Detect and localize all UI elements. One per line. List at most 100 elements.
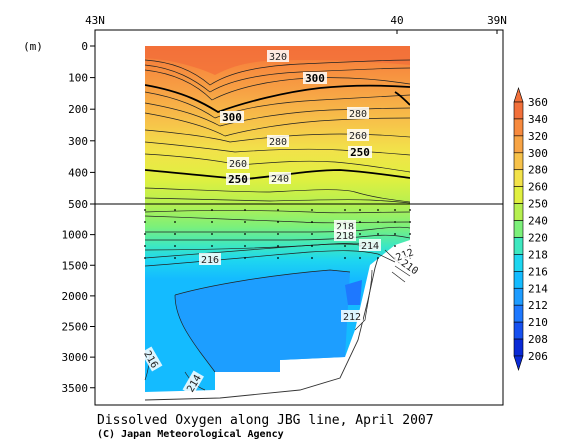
station-dot (174, 245, 176, 247)
station-dot (344, 245, 346, 247)
station-dot (359, 209, 361, 211)
x-tick-39n: 39N (487, 14, 507, 27)
colorbar-swatch (513, 304, 524, 323)
station-dot (409, 233, 411, 235)
y-tick-label: 400 (68, 166, 88, 179)
svg-text:212: 212 (343, 312, 361, 323)
station-dot (409, 209, 411, 211)
station-dot (277, 221, 279, 223)
y-ticks: 0 100 200 300 400 500 1000 1500 2000 2500 3000 3500 (62, 40, 95, 395)
y-tick-label: 1000 (62, 229, 89, 242)
y-tick-label: 0 (81, 40, 88, 53)
figure-credit: (C) Japan Meteorological Agency (97, 428, 284, 440)
y-tick-label: 2000 (62, 290, 89, 303)
station-dot (377, 257, 379, 259)
station-dot (174, 209, 176, 211)
station-dot (359, 257, 361, 259)
colorbar-swatch (513, 135, 524, 154)
svg-text:216: 216 (201, 255, 219, 266)
svg-text:260: 260 (349, 131, 367, 142)
station-dot (359, 233, 361, 235)
station-dot (277, 233, 279, 235)
station-dot (244, 233, 246, 235)
svg-text:300: 300 (305, 72, 325, 85)
svg-text:240: 240 (271, 174, 289, 185)
contour-label: 240 (269, 172, 291, 185)
station-dot (311, 221, 313, 223)
contour-label: 300 (303, 72, 327, 85)
colorbar-swatch (513, 169, 524, 187)
svg-text:280: 280 (349, 109, 367, 120)
station-dot (244, 245, 246, 247)
colorbar-swatch (513, 203, 524, 221)
station-dot (211, 209, 213, 211)
svg-text:260: 260 (229, 159, 247, 170)
colorbar: 206 208 210 212 214 216 218 220 240 250 260 280 300 3… (513, 87, 548, 371)
x-ticks: 43N 40 39N (85, 14, 507, 27)
station-dot (311, 233, 313, 235)
colorbar-label: 340 (528, 113, 548, 126)
svg-text:218: 218 (336, 231, 354, 242)
station-dot (344, 257, 346, 259)
svg-text:300: 300 (222, 111, 242, 124)
station-dot (377, 221, 379, 223)
station-dot (144, 257, 146, 259)
contour-label: 214 (359, 239, 381, 252)
contour-label: 250 (226, 173, 250, 186)
colorbar-swatch (513, 237, 524, 255)
station-dot (244, 221, 246, 223)
svg-text:280: 280 (269, 137, 287, 148)
station-dot (144, 245, 146, 247)
station-dot (394, 245, 396, 247)
contour-label: 260 (347, 129, 369, 142)
station-dot (211, 233, 213, 235)
colorbar-swatch (513, 321, 524, 340)
region-212-lower (175, 270, 350, 372)
bottom-topography (144, 257, 379, 401)
station-dot (174, 221, 176, 223)
contour-label: 216 (199, 253, 221, 266)
station-dot (311, 245, 313, 247)
y-tick-label: 500 (68, 198, 88, 211)
colorbar-swatch (513, 118, 524, 137)
svg-text:250: 250 (350, 146, 370, 159)
station-dot (244, 209, 246, 211)
station-dot (409, 221, 411, 223)
region-212-pocket (345, 280, 362, 305)
contour-label: 260 (227, 157, 249, 170)
svg-text:214: 214 (361, 241, 379, 252)
figure-title: Dissolved Oxygen along JBG line, April 2… (97, 413, 434, 428)
colorbar-label: 320 (528, 130, 548, 143)
y-tick-label: 100 (68, 72, 88, 85)
colorbar-label: 240 (528, 215, 548, 228)
station-dot (344, 209, 346, 211)
colorbar-label: 250 (528, 198, 548, 211)
colorbar-swatch (513, 338, 524, 357)
station-dot (211, 245, 213, 247)
contour-label: 280 (347, 107, 369, 120)
station-dot (394, 221, 396, 223)
station-dot (244, 257, 246, 259)
contour-lines-upper (145, 59, 410, 204)
station-dot (277, 245, 279, 247)
colorbar-label: 210 (528, 316, 548, 329)
x-tick-40: 40 (390, 14, 403, 27)
colorbar-label: 208 (528, 333, 548, 346)
station-dot (144, 221, 146, 223)
contour-label: 250 (348, 146, 372, 159)
y-tick-label: 3500 (62, 382, 89, 395)
colorbar-label: 214 (528, 282, 548, 295)
contour-label: 320 (267, 50, 289, 63)
station-dot (174, 257, 176, 259)
colorbar-swatch (513, 254, 524, 272)
station-dot (394, 233, 396, 235)
station-dot (277, 257, 279, 259)
colorbar-label: 212 (528, 299, 548, 312)
svg-text:218: 218 (336, 222, 354, 233)
colorbar-label: 206 (528, 350, 548, 363)
y-axis-unit: (m) (23, 40, 43, 53)
station-dot (311, 257, 313, 259)
station-dot (394, 209, 396, 211)
